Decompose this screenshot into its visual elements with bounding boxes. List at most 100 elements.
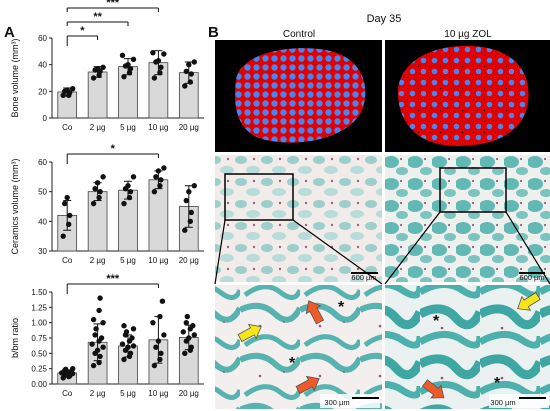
data-point (96, 194, 102, 201)
yellow-arrow (237, 323, 262, 343)
data-point (100, 64, 106, 71)
data-point (96, 307, 102, 314)
data-point (89, 341, 95, 347)
data-point (92, 332, 98, 338)
data-point (157, 183, 163, 189)
scale-bar-label: 300 µm (324, 398, 349, 407)
data-point (97, 295, 103, 301)
data-point (187, 218, 193, 225)
data-point (158, 64, 164, 71)
bar (148, 179, 169, 252)
x-tick-label: 10 µg (148, 256, 168, 265)
data-point (119, 52, 126, 59)
y-tick-label: 0.25 (31, 365, 47, 374)
data-point (96, 359, 102, 366)
data-point (121, 200, 127, 207)
data-point (161, 165, 167, 171)
data-point (187, 79, 193, 85)
zoom-box-control (224, 173, 294, 221)
data-point (182, 227, 188, 233)
data-point (127, 188, 134, 195)
y-tick-label: 20 (38, 87, 47, 96)
y-axis-label: Bone volume (mm³) (10, 38, 20, 117)
y-tick-label: 0.75 (31, 334, 47, 343)
x-tick-label: 20 µg (179, 256, 199, 265)
y-tick-label: 1.25 (31, 303, 47, 312)
x-tick-label: Co (62, 256, 73, 265)
data-point (121, 73, 127, 80)
data-point (150, 49, 156, 56)
data-point (183, 68, 189, 75)
data-point (123, 329, 130, 335)
data-point (190, 323, 196, 329)
zoom-line (384, 211, 441, 285)
data-point (130, 174, 137, 180)
data-point (161, 332, 167, 338)
data-point (90, 200, 97, 207)
data-point (119, 341, 126, 347)
y-tick-label: 60 (38, 34, 47, 43)
data-point (121, 356, 127, 363)
y-tick-label: 40 (38, 61, 47, 70)
x-tick-label: 2 µg (90, 256, 106, 265)
significance-label: * (80, 25, 85, 37)
data-point (186, 61, 192, 68)
data-point (158, 177, 164, 183)
data-point (155, 168, 162, 174)
data-point (188, 209, 194, 216)
data-point (158, 350, 164, 357)
data-point (64, 87, 70, 93)
asterisk: * (433, 313, 440, 330)
column-label-zol: 10 µg ZOL (444, 29, 492, 40)
data-point (188, 71, 194, 77)
data-point (191, 332, 197, 338)
data-point (64, 194, 70, 201)
data-point (159, 298, 166, 304)
zoom-line (214, 219, 226, 285)
data-point (130, 326, 137, 332)
ct-scaffold-zol (397, 45, 529, 146)
ct-scaffold-control (234, 48, 366, 143)
data-point (127, 65, 134, 72)
significance-label: ** (93, 11, 102, 23)
data-point (182, 350, 188, 357)
bar (87, 71, 108, 119)
x-tick-label: 2 µg (90, 123, 106, 132)
x-tick-label: Co (62, 123, 73, 132)
x-tick-label: 10 µg (148, 389, 168, 398)
data-point (125, 344, 131, 350)
data-point (100, 319, 106, 326)
data-point (186, 188, 192, 195)
red-arrow (305, 300, 325, 325)
data-point (100, 344, 106, 350)
data-point (121, 323, 127, 329)
data-point (161, 51, 167, 57)
data-point (150, 319, 156, 326)
data-point (97, 188, 103, 195)
scale-bar-label: 600 µm (519, 273, 544, 282)
y-tick-label: 40 (38, 217, 47, 226)
data-point (129, 335, 135, 341)
panel-b-title: Day 35 (367, 13, 402, 25)
x-tick-label: 5 µg (120, 123, 136, 132)
data-point (155, 338, 162, 344)
data-point (157, 313, 163, 320)
charts-panel-a: 0 20 40 60 Bone volume (mm³) Co 2 µg 5 µg 10 µg 2… (10, 0, 204, 398)
data-point (94, 180, 101, 186)
significance-label: *** (106, 273, 120, 285)
data-point (90, 316, 97, 323)
data-point (60, 233, 66, 239)
data-point (191, 59, 197, 65)
data-point (70, 365, 76, 372)
x-tick-label: 20 µg (179, 389, 199, 398)
significance-label: * (111, 143, 116, 155)
data-point (130, 56, 137, 63)
asterisk: * (338, 299, 345, 316)
red-arrow (421, 379, 445, 399)
data-point (157, 69, 163, 76)
data-point (183, 197, 189, 204)
scale-bar-label: 300 µm (490, 398, 515, 407)
x-tick-label: 5 µg (120, 256, 136, 265)
data-point (125, 61, 131, 68)
data-point (183, 319, 189, 326)
